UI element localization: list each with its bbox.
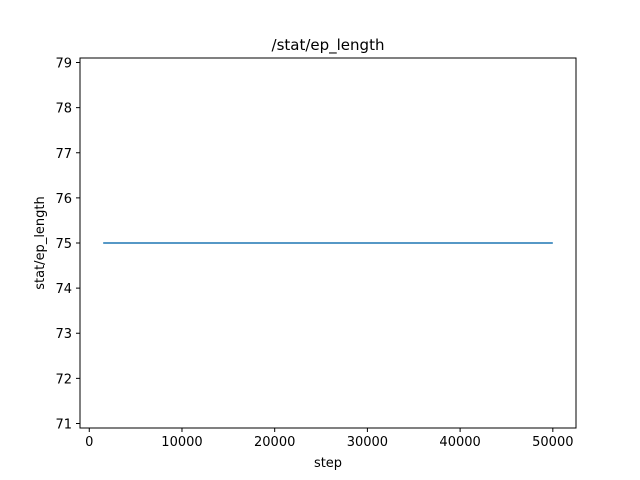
- y-axis-label: stat/ep_length: [33, 196, 48, 290]
- x-tick-label: 50000: [532, 435, 573, 450]
- x-tick-label: 20000: [254, 435, 295, 450]
- y-tick-label: 74: [55, 282, 72, 297]
- x-tick-label: 0: [85, 435, 93, 450]
- x-ticks: 0 10000 20000 30000 40000 50000: [85, 428, 574, 450]
- y-tick-label: 77: [55, 147, 72, 162]
- y-tick-label: 76: [55, 192, 72, 207]
- chart-title: /stat/ep_length: [272, 36, 385, 55]
- plot-frame: [79, 57, 577, 429]
- y-tick-label: 79: [55, 57, 72, 72]
- y-tick-label: 73: [55, 327, 72, 342]
- y-ticks: 71 72 73 74 75 76 77 78 79: [55, 57, 80, 432]
- y-tick-label: 78: [55, 102, 72, 117]
- x-tick-label: 30000: [347, 435, 388, 450]
- y-tick-label: 72: [55, 372, 72, 387]
- y-tick-label: 75: [55, 237, 72, 252]
- x-axis-label: step: [314, 456, 342, 471]
- y-tick-label: 71: [55, 417, 72, 432]
- x-tick-label: 10000: [161, 435, 202, 450]
- x-tick-label: 40000: [439, 435, 480, 450]
